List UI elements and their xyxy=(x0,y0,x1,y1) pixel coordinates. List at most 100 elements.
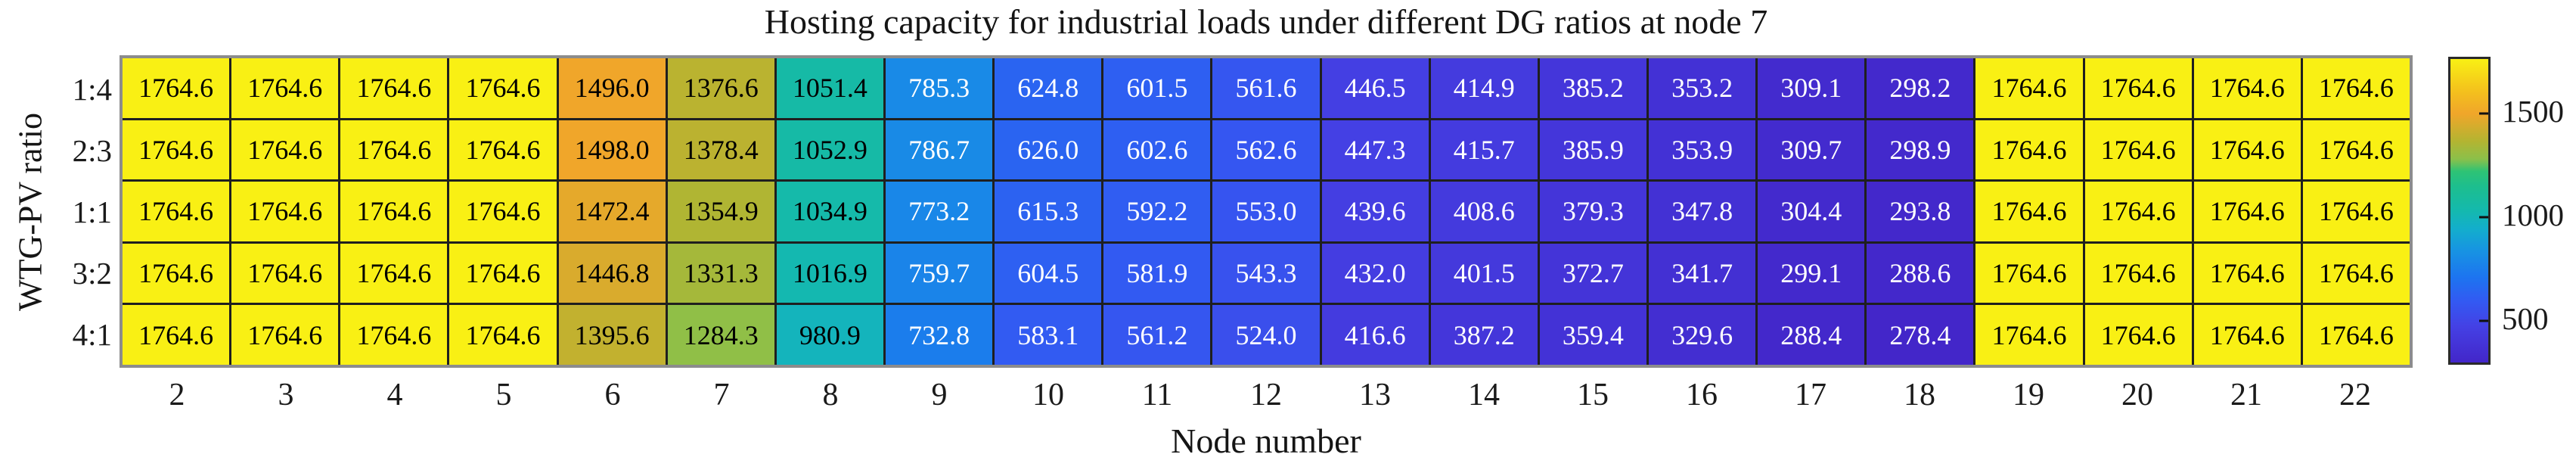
heatmap-cell: 416.6 xyxy=(1321,305,1429,365)
heatmap-cell: 329.6 xyxy=(1648,305,1756,365)
heatmap-cell: 562.6 xyxy=(1212,120,1320,180)
x-tick-label: 19 xyxy=(2013,378,2044,412)
heatmap-cell: 1498.0 xyxy=(558,120,666,180)
x-tick-label: 5 xyxy=(495,378,512,412)
heatmap-cell: 432.0 xyxy=(1321,243,1429,303)
heatmap-cell: 1764.6 xyxy=(449,182,557,241)
x-tick-label: 21 xyxy=(2230,378,2262,412)
heatmap-cell: 624.8 xyxy=(995,58,1102,118)
x-tick-label: 17 xyxy=(1795,378,1826,412)
y-tick-label: 4:1 xyxy=(72,316,112,352)
heatmap-cell: 1764.6 xyxy=(2193,243,2301,303)
heatmap-cell: 1764.6 xyxy=(231,182,339,241)
heatmap-cell: 543.3 xyxy=(1212,243,1320,303)
colorbar xyxy=(2448,57,2491,365)
heatmap-cell: 786.7 xyxy=(885,120,993,180)
heatmap-cell: 1764.6 xyxy=(449,58,557,118)
heatmap-cell: 385.2 xyxy=(1539,58,1646,118)
heatmap-cell: 1764.6 xyxy=(1975,182,2083,241)
colorbar-tick-label: 1500 xyxy=(2502,94,2564,129)
heatmap-cell: 1284.3 xyxy=(667,305,774,365)
x-tick-label: 6 xyxy=(604,378,621,412)
heatmap-cell: 1764.6 xyxy=(449,243,557,303)
heatmap-cell: 359.4 xyxy=(1539,305,1646,365)
heatmap-cell: 626.0 xyxy=(995,120,1102,180)
heatmap-cell: 353.9 xyxy=(1648,120,1756,180)
heatmap-cell: 298.2 xyxy=(1867,58,1974,118)
heatmap-cell: 1764.6 xyxy=(340,243,448,303)
heatmap-cell: 353.2 xyxy=(1648,58,1756,118)
colorbar-tick xyxy=(2479,319,2488,322)
heatmap-cell: 1052.9 xyxy=(776,120,883,180)
heatmap-cell: 1764.6 xyxy=(2084,305,2192,365)
x-tick-label: 12 xyxy=(1250,378,1282,412)
x-tick-label: 16 xyxy=(1686,378,1718,412)
heatmap-cell: 561.2 xyxy=(1103,305,1211,365)
heatmap-cell: 1764.6 xyxy=(2193,182,2301,241)
heatmap-cell: 1764.6 xyxy=(340,120,448,180)
heatmap-cell: 1764.6 xyxy=(1975,120,2083,180)
heatmap-cell: 1331.3 xyxy=(667,243,774,303)
colorbar-tick xyxy=(2479,112,2488,115)
heatmap-cell: 1496.0 xyxy=(558,58,666,118)
heatmap-cell: 298.9 xyxy=(1867,120,1974,180)
heatmap-cell: 524.0 xyxy=(1212,305,1320,365)
heatmap-cell: 1051.4 xyxy=(776,58,883,118)
heatmap-cell: 1034.9 xyxy=(776,182,883,241)
heatmap-cell: 1764.6 xyxy=(2084,243,2192,303)
heatmap-cell: 401.5 xyxy=(1430,243,1538,303)
heatmap-cell: 1016.9 xyxy=(776,243,883,303)
heatmap-cell: 385.9 xyxy=(1539,120,1646,180)
heatmap-cell: 387.2 xyxy=(1430,305,1538,365)
heatmap-cell: 1764.6 xyxy=(2302,243,2410,303)
heatmap-cell: 1446.8 xyxy=(558,243,666,303)
x-tick-label: 8 xyxy=(822,378,839,412)
heatmap-cell: 341.7 xyxy=(1648,243,1756,303)
x-tick-label: 15 xyxy=(1577,378,1609,412)
heatmap-cell: 1764.6 xyxy=(2302,305,2410,365)
x-tick-label: 7 xyxy=(713,378,730,412)
heatmap-cell: 581.9 xyxy=(1103,243,1211,303)
heatmap-cell: 1764.6 xyxy=(2302,58,2410,118)
heatmap-cell: 446.5 xyxy=(1321,58,1429,118)
heatmap-cell: 439.6 xyxy=(1321,182,1429,241)
x-tick-label: 2 xyxy=(169,378,185,412)
heatmap-cell: 1764.6 xyxy=(231,120,339,180)
heatmap-cell: 1764.6 xyxy=(2084,58,2192,118)
heatmap-cell: 785.3 xyxy=(885,58,993,118)
y-tick-label: 3:2 xyxy=(72,255,112,291)
heatmap-cell: 1378.4 xyxy=(667,120,774,180)
heatmap-cell: 1354.9 xyxy=(667,182,774,241)
heatmap-cell: 1764.6 xyxy=(231,58,339,118)
heatmap-cell: 1764.6 xyxy=(1975,58,2083,118)
heatmap-cell: 293.8 xyxy=(1867,182,1974,241)
heatmap-cell: 732.8 xyxy=(885,305,993,365)
heatmap-cell: 553.0 xyxy=(1212,182,1320,241)
x-tick-label: 10 xyxy=(1032,378,1064,412)
heatmap-cell: 309.7 xyxy=(1758,120,1865,180)
heatmap-cell: 415.7 xyxy=(1430,120,1538,180)
heatmap-cell: 1764.6 xyxy=(2084,182,2192,241)
heatmap-cell: 1376.6 xyxy=(667,58,774,118)
heatmap-cell: 604.5 xyxy=(995,243,1102,303)
x-tick-label: 3 xyxy=(278,378,294,412)
x-tick-label: 22 xyxy=(2339,378,2371,412)
heatmap-cell: 1472.4 xyxy=(558,182,666,241)
heatmap-cell: 1764.6 xyxy=(2193,305,2301,365)
colorbar-tick-label: 500 xyxy=(2502,301,2549,337)
colorbar-tick-label: 1000 xyxy=(2502,198,2564,233)
x-tick-label: 18 xyxy=(1904,378,1935,412)
heatmap-cell: 309.1 xyxy=(1758,58,1865,118)
heatmap-cell: 615.3 xyxy=(995,182,1102,241)
x-tick-label: 14 xyxy=(1468,378,1500,412)
heatmap-cell: 1764.6 xyxy=(340,305,448,365)
heatmap-cell: 583.1 xyxy=(995,305,1102,365)
x-tick-label: 9 xyxy=(931,378,948,412)
heatmap-cell: 1764.6 xyxy=(123,120,230,180)
y-tick-label: 2:3 xyxy=(72,132,112,168)
heatmap-cell: 561.6 xyxy=(1212,58,1320,118)
y-tick-label: 1:1 xyxy=(72,194,112,229)
heatmap-cell: 773.2 xyxy=(885,182,993,241)
heatmap-cell: 414.9 xyxy=(1430,58,1538,118)
heatmap-cell: 759.7 xyxy=(885,243,993,303)
